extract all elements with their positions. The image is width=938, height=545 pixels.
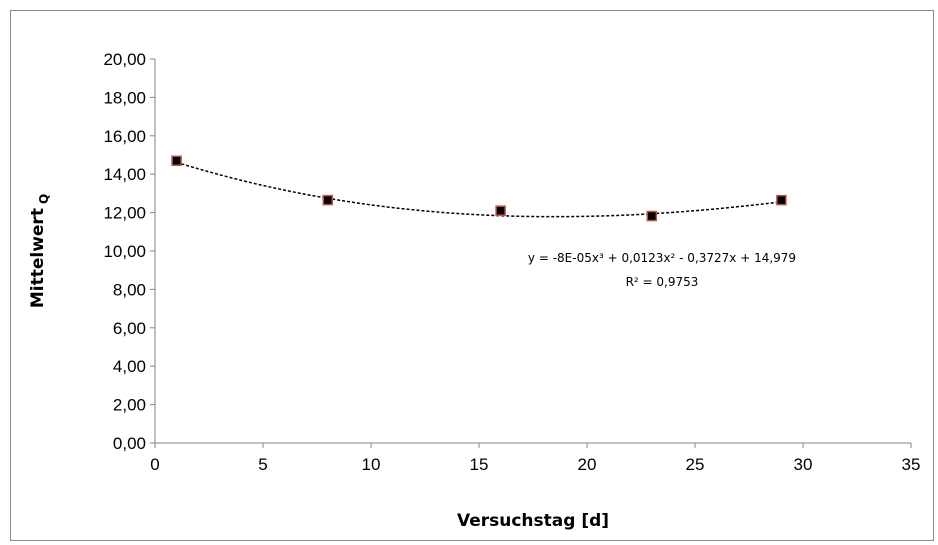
data-point: [776, 194, 787, 206]
x-tick-label: 15: [470, 455, 489, 474]
y-tick-label: 0,00: [113, 434, 146, 453]
data-points: [171, 155, 787, 222]
y-tick-label: 6,00: [113, 319, 146, 338]
trendline-equation: y = -8E-05x³ + 0,0123x² - 0,3727x + 14,9…: [528, 251, 796, 265]
y-tick-label: 18,00: [103, 88, 146, 107]
y-tick-label: 20,00: [103, 50, 146, 69]
x-tick-label: 35: [902, 455, 921, 474]
y-tick-label: 14,00: [103, 165, 146, 184]
x-tick-label: 10: [362, 455, 381, 474]
data-point: [646, 210, 658, 222]
y-tick-label: 16,00: [103, 127, 146, 146]
y-axis-title-main: Mittelwert: [28, 208, 48, 308]
y-tick-label: 8,00: [113, 280, 146, 299]
chart-area: [10, 10, 934, 541]
data-point: [171, 155, 182, 167]
y-tick-label: 4,00: [113, 357, 146, 376]
trendline: [176, 161, 782, 218]
y-axis-ticks: 0,00 2,00 4,00 6,00 8,00 10,00 12,00 14,00 16,00…: [103, 50, 155, 453]
y-tick-label: 2,00: [113, 396, 146, 415]
x-tick-label: 30: [794, 455, 813, 474]
x-axis-title: Versuchstag [d]: [457, 511, 609, 531]
data-point: [495, 205, 506, 216]
x-axis-ticks: 0 5 10 15 20 25 30 35: [150, 443, 920, 474]
y-tick-label: 10,00: [103, 242, 146, 261]
x-tick-label: 25: [686, 455, 705, 474]
y-axis-title-subscript: Q: [37, 194, 51, 204]
x-tick-label: 20: [578, 455, 597, 474]
r-squared-label: R² = 0,9753: [626, 275, 699, 289]
y-tick-label: 12,00: [103, 204, 146, 223]
x-tick-label: 0: [150, 455, 159, 474]
x-tick-label: 5: [258, 455, 267, 474]
data-point: [322, 194, 334, 206]
y-axis-title-group: Mittelwert Q: [28, 194, 51, 308]
y-axis-title: Mittelwert Q: [28, 194, 51, 308]
